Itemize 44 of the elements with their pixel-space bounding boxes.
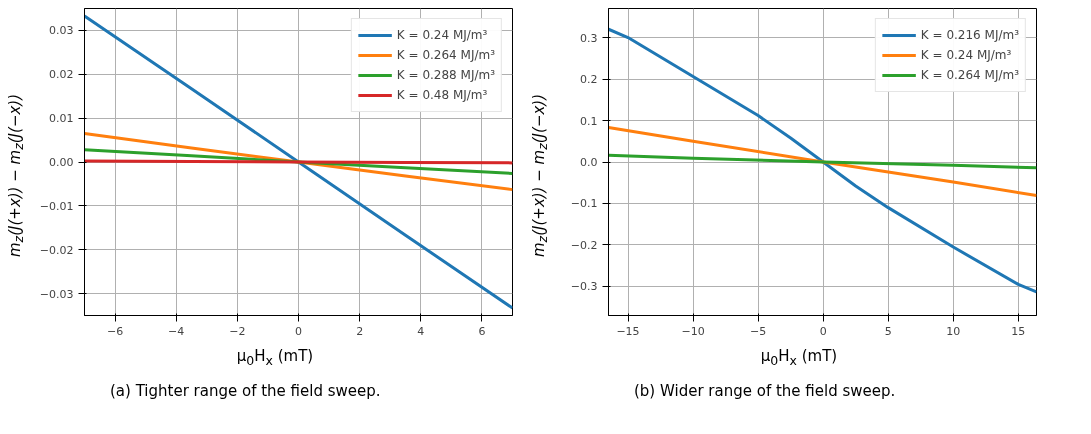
x-tick-label: 0 <box>295 324 302 338</box>
y-tick-label: −0.02 <box>39 243 74 257</box>
y-tick-label: 0.2 <box>580 73 598 87</box>
y-tick-label: −0.1 <box>570 197 598 211</box>
x-tick-label: 4 <box>417 324 425 338</box>
legend-label: K = 0.288 MJ/m³ <box>396 68 495 82</box>
legend-label: K = 0.48 MJ/m³ <box>396 88 488 102</box>
x-tick-label: 10 <box>946 324 961 338</box>
y-tick-label: −0.03 <box>39 287 74 301</box>
y-tick-label: 0.01 <box>49 112 74 126</box>
y-tick-label: −0.3 <box>570 280 598 294</box>
x-tick-label: 6 <box>478 324 486 338</box>
x-tick-label: −2 <box>229 324 246 338</box>
x-axis-title: μ$_{0}$H$_{x}$ (mT) <box>236 346 314 370</box>
y-tick-label: 0.3 <box>580 31 598 45</box>
x-tick-label: −5 <box>750 324 767 338</box>
legend-label: K = 0.24 MJ/m³ <box>396 28 488 42</box>
x-tick-label: −4 <box>168 324 185 338</box>
x-tick-label: −15 <box>616 324 640 338</box>
x-tick-label: 15 <box>1011 324 1026 338</box>
x-tick-label: −10 <box>681 324 705 338</box>
line-series <box>608 27 1037 294</box>
x-tick-label: 0 <box>819 324 827 338</box>
y-tick-label: −0.01 <box>39 199 74 213</box>
line-series <box>608 153 1037 170</box>
y-tick-label: 0.1 <box>580 114 598 128</box>
text: (a) Tighter range of the field sweep. <box>110 380 381 402</box>
x-tick-label: 5 <box>884 324 892 338</box>
line-series <box>84 131 513 192</box>
y-tick-label: 0.02 <box>49 68 74 82</box>
y-tick-label: 0.0 <box>580 156 598 169</box>
y-tick-label: 0.00 <box>49 156 74 169</box>
line-series <box>608 126 1037 198</box>
legend-label: K = 0.264 MJ/m³ <box>920 68 1019 82</box>
x-axis-title: μ$_{0}$H$_{x}$ (mT) <box>760 346 838 370</box>
y-tick-label: −0.2 <box>570 238 598 252</box>
x-tick-label: −6 <box>106 324 124 338</box>
legend-label: K = 0.264 MJ/m³ <box>396 48 495 62</box>
legend-label: K = 0.216 MJ/m³ <box>920 28 1019 42</box>
line-series <box>84 14 513 310</box>
legend-label: K = 0.24 MJ/m³ <box>920 48 1012 62</box>
x-tick-label: 2 <box>356 324 364 338</box>
y-tick-label: 0.03 <box>49 24 74 38</box>
text: (b) Wider range of the field sweep. <box>634 380 896 402</box>
